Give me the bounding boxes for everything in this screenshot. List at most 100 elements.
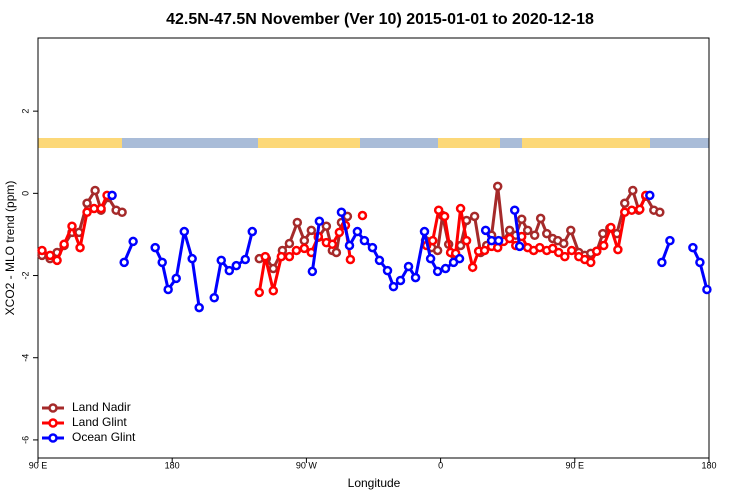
data-point: [613, 244, 623, 255]
x-tick-label: 180: [165, 460, 180, 470]
land-mask: [38, 138, 709, 148]
data-point: [321, 221, 332, 231]
data-point: [224, 265, 235, 276]
data-point: [535, 213, 546, 224]
data-point: [344, 240, 355, 251]
data-point: [260, 251, 270, 262]
data-point: [359, 235, 370, 246]
chart-title: 42.5N-47.5N November (Ver 10) 2015-01-01…: [166, 11, 594, 28]
data-point: [247, 226, 258, 237]
data-point: [157, 257, 167, 268]
data-point: [504, 233, 515, 244]
data-point: [493, 235, 504, 246]
data-point: [516, 214, 527, 224]
data-point: [67, 221, 77, 231]
data-point: [480, 225, 491, 236]
data-point: [440, 263, 451, 274]
x-tick-label: 90 E: [29, 460, 48, 470]
data-point: [529, 230, 540, 241]
legend-marker: [48, 433, 58, 443]
data-point: [268, 263, 279, 274]
data-point: [395, 275, 406, 286]
data-point: [419, 226, 430, 237]
data-point: [427, 235, 438, 246]
legend-marker: [48, 418, 58, 428]
data-point: [566, 225, 576, 236]
data-point: [439, 211, 450, 222]
data-point: [336, 207, 347, 217]
data-point: [403, 261, 414, 272]
data-point: [410, 272, 421, 283]
data-point: [45, 250, 55, 261]
x-tick-label: 90 E: [566, 460, 585, 470]
data-point: [306, 225, 317, 236]
data-point: [117, 207, 127, 217]
land-strip: [258, 138, 360, 148]
data-point: [331, 247, 342, 258]
data-point: [37, 245, 47, 256]
data-point: [388, 281, 399, 292]
data-point: [467, 262, 478, 273]
data-point: [542, 228, 552, 239]
data-point: [454, 253, 465, 264]
legend-label: Land Glint: [72, 415, 127, 429]
data-point: [560, 251, 570, 262]
data-point: [461, 235, 472, 246]
data-point: [307, 266, 318, 277]
data-point: [514, 241, 525, 252]
data-point: [635, 204, 645, 215]
data-point: [128, 236, 138, 247]
data-point: [231, 260, 242, 271]
data-point: [559, 238, 569, 249]
y-axis-label: XCO2 - MLO trend (ppm): [3, 181, 17, 316]
data-point: [455, 203, 466, 214]
data-point: [150, 242, 160, 253]
y-tick-label: 0: [20, 191, 30, 196]
land-strip: [38, 138, 122, 148]
data-point: [209, 292, 219, 303]
legend-marker: [48, 403, 58, 413]
y-tick-label: 2: [20, 109, 30, 114]
data-point: [179, 226, 190, 237]
y-tick-label: -4: [20, 354, 30, 362]
data-point: [522, 225, 533, 236]
ocean-strip: [38, 138, 709, 148]
data-point: [284, 238, 295, 249]
data-point: [598, 240, 609, 251]
data-point: [553, 247, 564, 258]
data-point: [299, 243, 310, 254]
data-point: [52, 255, 62, 266]
data-point: [688, 242, 698, 253]
data-point: [171, 273, 181, 284]
data-point: [695, 257, 705, 268]
data-point: [284, 251, 295, 262]
data-point: [432, 266, 443, 277]
data-point: [163, 284, 173, 295]
y-tick-label: -2: [20, 272, 30, 280]
data-point: [327, 239, 338, 250]
data-point: [292, 217, 303, 228]
data-point: [107, 190, 117, 201]
data-point: [119, 257, 129, 268]
data-point: [59, 239, 69, 250]
data-point: [628, 185, 638, 196]
data-point: [75, 242, 85, 253]
data-point: [268, 285, 279, 296]
x-tick-label: 90 W: [296, 460, 318, 470]
land-strip: [522, 138, 650, 148]
data-point: [357, 210, 368, 221]
x-axis-label: Longitude: [348, 476, 401, 490]
data-point: [216, 255, 227, 266]
data-point: [82, 198, 92, 208]
data-point: [606, 222, 616, 233]
legend-label: Ocean Glint: [72, 430, 136, 444]
data-point: [367, 242, 378, 253]
data-point: [314, 216, 325, 227]
data-point: [547, 243, 558, 254]
data-point: [374, 255, 385, 266]
data-point: [645, 190, 655, 201]
data-point: [345, 254, 356, 265]
data-point: [657, 257, 667, 268]
